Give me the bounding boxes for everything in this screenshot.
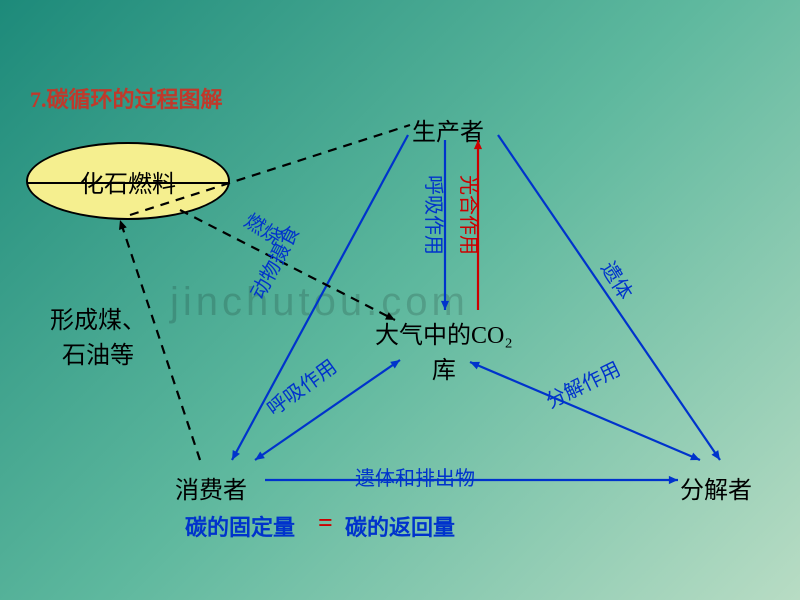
co2-node: 大气中的CO₂ 库 <box>375 315 513 385</box>
footer-left: 碳的固定量 <box>185 510 295 542</box>
footer-right: 碳的返回量 <box>345 510 455 542</box>
edge-label-2: 遗体 <box>595 255 641 304</box>
decomposer-node: 分解者 <box>680 470 752 505</box>
consumer-node: 消费者 <box>175 470 247 505</box>
diagram-title: 7.碳循环的过程图解 <box>30 82 223 114</box>
edge-label-1: 光合作用 <box>456 175 485 255</box>
edge-label-4: 遗体和排出物 <box>355 462 475 491</box>
diagram-stage: { "title": {"text":"7.碳循环的过程图解","x":30,"… <box>0 0 800 600</box>
fossil-ellipse: 化石燃料 <box>26 142 230 220</box>
fossil-ellipse-midline <box>28 182 228 184</box>
edge-label-0: 呼吸作用 <box>421 175 450 255</box>
edge-label-3: 分解作用 <box>540 353 625 414</box>
fossil-label: 化石燃料 <box>80 164 176 199</box>
coal-note: 形成煤、 石油等 <box>50 300 146 370</box>
producer-node: 生产者 <box>412 112 484 147</box>
edge-line-2 <box>498 135 720 460</box>
edge-label-5: 呼吸作用 <box>260 351 342 421</box>
footer-eq: = <box>318 508 333 538</box>
